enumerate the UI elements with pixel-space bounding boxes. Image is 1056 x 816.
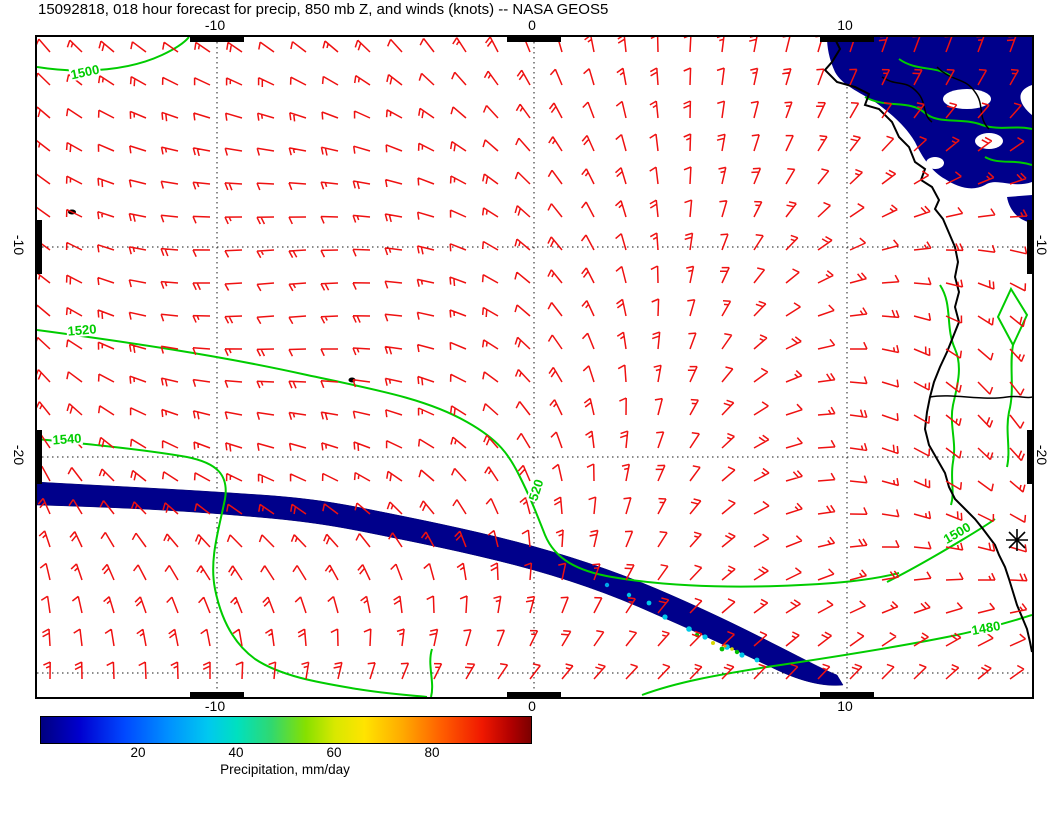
x-tick-top-m10: -10 xyxy=(204,17,226,33)
precip-heavy-specks xyxy=(604,582,760,663)
colorbar-gradient xyxy=(41,717,531,743)
contour-ne-blob-3 xyxy=(984,156,1032,166)
station-marker-asterisk xyxy=(1006,529,1028,551)
colorbar-tick-60: 60 xyxy=(326,745,342,760)
x-tick-top-10: 10 xyxy=(837,17,853,33)
contour-1540 xyxy=(37,438,428,697)
colorbar xyxy=(40,716,532,744)
contour-diamond xyxy=(996,286,1029,348)
contour-1500-e xyxy=(886,518,996,583)
coastline-layer xyxy=(68,37,1032,653)
precip-blob-e xyxy=(1007,195,1032,223)
colorbar-ticks: 20 40 60 80 xyxy=(40,745,530,761)
colorbar-tick-80: 80 xyxy=(424,745,440,760)
coastline xyxy=(823,37,1032,653)
contour-1500-nw xyxy=(37,37,190,72)
precip-band xyxy=(37,481,844,686)
x-tick-bottom-10: 10 xyxy=(837,698,853,714)
precip-hole xyxy=(926,157,944,169)
precip-hole xyxy=(943,89,991,109)
y-tick-right-m10: -10 xyxy=(1034,234,1050,256)
contour-label-1540: 1540 xyxy=(51,430,83,448)
precip-hole xyxy=(975,133,1003,149)
coastline-estuary xyxy=(881,66,990,130)
contour-ne-blob-1 xyxy=(864,96,1032,130)
precip-blob-ne xyxy=(827,37,1032,189)
chart-title: 15092818, 018 hour forecast for precip, … xyxy=(38,1,609,18)
wind-barbs-path xyxy=(37,37,1028,680)
y-tick-left-m20: -20 xyxy=(11,444,27,466)
colorbar-label: Precipitation, mm/day xyxy=(220,762,350,777)
x-tick-bottom-m10: -10 xyxy=(204,698,226,714)
contour-segment-bottom xyxy=(429,648,434,697)
colorbar-tick-20: 20 xyxy=(130,745,146,760)
contour-label-1520: 1520 xyxy=(66,321,98,339)
x-tick-bottom-0: 0 xyxy=(528,698,536,714)
map-plot-area xyxy=(35,35,1034,699)
y-tick-left-m10: -10 xyxy=(11,234,27,256)
grid-layer xyxy=(37,37,1032,697)
y-tick-right-m20: -20 xyxy=(1034,444,1050,466)
map-canvas xyxy=(37,37,1032,697)
river-border-line xyxy=(929,395,1032,399)
colorbar-tick-40: 40 xyxy=(228,745,244,760)
axis-tick-bars xyxy=(37,37,1032,697)
contour-coastal xyxy=(939,284,960,506)
precipitation-layer xyxy=(37,37,1032,686)
contour-diamond-tail xyxy=(1006,344,1014,468)
x-tick-top-0: 0 xyxy=(528,17,536,33)
wind-barbs-layer xyxy=(37,37,1028,680)
